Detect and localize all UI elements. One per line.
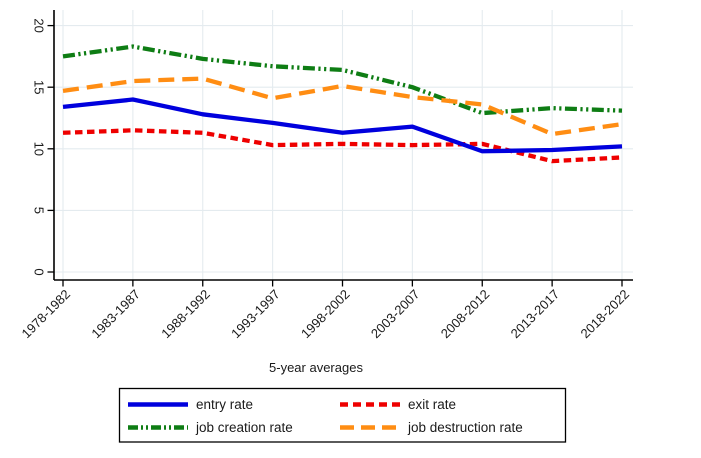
y-axis-tick-labels: 0 5 10 15 20 xyxy=(32,18,47,275)
legend-label: job destruction rate xyxy=(407,420,523,435)
x-tick-label: 1978-1982 xyxy=(19,287,74,342)
x-tick-label: 1983-1987 xyxy=(88,287,143,342)
y-tick-label: 10 xyxy=(32,142,47,156)
y-tick-label: 0 xyxy=(32,268,47,275)
series-line-entry-rate xyxy=(62,97,623,154)
y-tick-label: 15 xyxy=(32,80,47,94)
legend-box xyxy=(118,387,567,443)
x-axis-tick-labels: 1978-1982 1983-1987 1988-1992 1993-1997 1998… xyxy=(19,287,633,342)
x-tick-label: 2013-2017 xyxy=(508,287,563,342)
x-tick-label: 1988-1992 xyxy=(158,287,213,342)
y-tick-label: 5 xyxy=(32,207,47,214)
axes xyxy=(47,10,633,287)
series-line-job-creation-rate xyxy=(62,44,623,116)
x-tick-label: 2008-2012 xyxy=(438,287,493,342)
x-tick-label: 2018-2022 xyxy=(578,287,633,342)
x-tick-label: 2003-2007 xyxy=(368,287,423,342)
series-line-exit-rate xyxy=(62,128,623,164)
legend: entry rate exit rate job creation rate job … xyxy=(118,387,567,443)
x-axis-title: 5-year averages xyxy=(269,360,363,375)
x-tick-label: 1993-1997 xyxy=(228,287,283,342)
series-lines xyxy=(62,44,623,164)
y-tick-label: 20 xyxy=(32,18,47,32)
x-tick-label: 1998-2002 xyxy=(298,287,353,342)
legend-label: job creation rate xyxy=(195,420,293,435)
legend-label: exit rate xyxy=(408,397,456,412)
legend-label: entry rate xyxy=(196,397,253,412)
